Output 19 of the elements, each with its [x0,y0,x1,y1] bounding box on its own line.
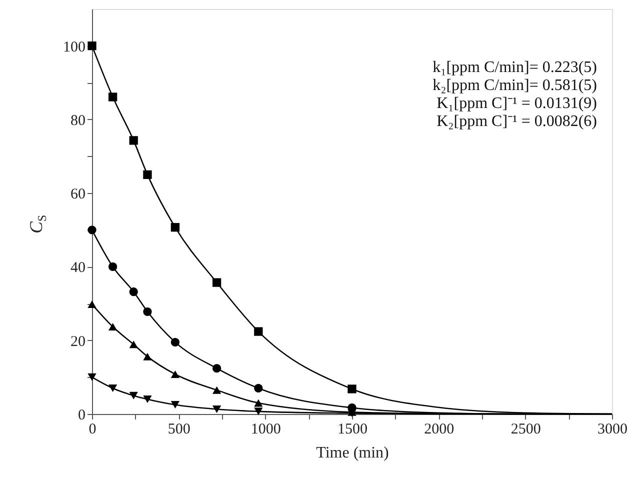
y-tick-label: 80 [70,112,86,129]
y-tick-label: 40 [70,260,86,276]
y-tick-label: 60 [70,186,86,203]
annotation: K₁[ppm C]⁻¹ = 0.0131(9) [436,95,597,112]
annotation: K₂[ppm C]⁻¹ = 0.0082(6) [436,113,597,130]
x-axis-title: Time (min) [316,444,389,462]
annotation: k₁[ppm C/min]= 0.223(5) [432,59,597,76]
y-tick-label: 20 [70,334,86,350]
x-tick-label: 2500 [510,422,541,438]
x-tick-label: 1500 [338,422,368,438]
x-tick-label: 2000 [424,422,454,438]
annotation: k₂[ppm C/min]= 0.581(5) [432,77,597,94]
y-axis-title: CS [26,214,49,234]
x-tick-label: 0 [88,422,96,438]
y-tick-label: 0 [78,408,86,424]
y-tick-label: 100 [63,39,86,56]
x-tick-label: 500 [168,422,190,438]
x-tick-label: 1000 [250,422,281,438]
x-tick-label: 3000 [598,422,628,438]
